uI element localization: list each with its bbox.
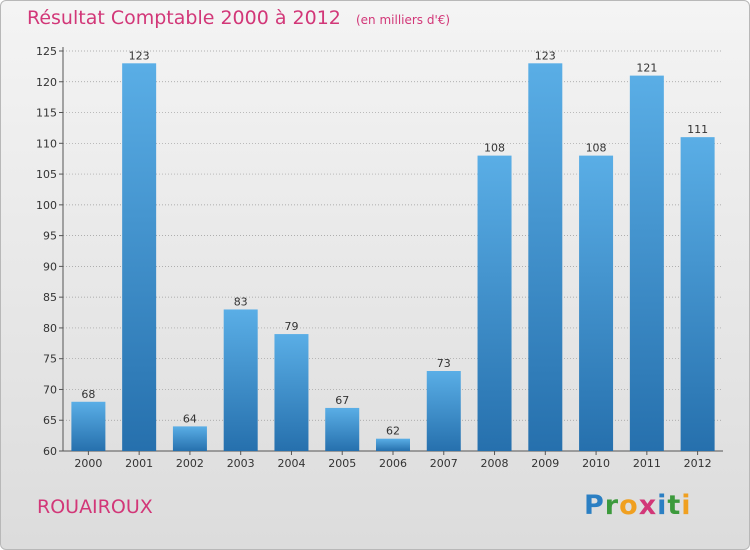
data-label: 68 (81, 388, 95, 401)
x-tick-label: 2001 (125, 457, 153, 470)
proxiti-logo[interactable]: Proxiti (584, 490, 692, 521)
logo-letter: t (667, 490, 682, 521)
bar (223, 309, 258, 451)
x-tick-label: 2006 (379, 457, 407, 470)
title-line: Résultat Comptable 2000 à 2012 (en milli… (27, 7, 450, 29)
data-label: 67 (335, 394, 349, 407)
bar (172, 426, 207, 451)
bar (376, 438, 410, 451)
axes (59, 47, 723, 455)
data-label: 62 (386, 425, 400, 438)
bar (122, 63, 157, 452)
x-tick-label: 2010 (582, 457, 610, 470)
bars (71, 63, 715, 452)
x-tick-label: 2009 (531, 457, 559, 470)
data-label: 108 (484, 142, 505, 155)
data-label: 64 (183, 412, 197, 425)
data-label: 79 (284, 320, 298, 333)
logo-letter: x (638, 490, 658, 521)
x-tick-label: 2007 (430, 457, 458, 470)
chart-subtitle: (en milliers d'€) (355, 13, 451, 27)
x-tick-label: 2008 (481, 457, 509, 470)
logo-letter: i (657, 490, 668, 521)
x-tick-label: 2000 (74, 457, 102, 470)
y-tick-label: 120 (36, 76, 57, 89)
bar (71, 401, 106, 451)
x-tick-label: 2003 (227, 457, 255, 470)
logo-letter: o (619, 490, 639, 521)
bar (477, 155, 512, 451)
y-tick-label: 105 (36, 168, 57, 181)
grid-lines (63, 50, 723, 421)
y-tick-label: 60 (43, 445, 57, 458)
y-tick-label: 65 (43, 414, 57, 427)
logo-letter: P (584, 490, 605, 521)
y-tick-label: 70 (43, 383, 57, 396)
x-tick-label: 2012 (684, 457, 712, 470)
x-tick-label: 2011 (633, 457, 661, 470)
labels: 60 65 70 75 80 85 90 95 100 105 110 115 120 125 2000 68… (36, 45, 712, 470)
data-label: 123 (535, 49, 556, 62)
y-tick-label: 95 (43, 230, 57, 243)
bar (680, 137, 715, 451)
data-label: 83 (234, 295, 248, 308)
data-label: 123 (129, 49, 150, 62)
logo-letter: i (681, 490, 692, 521)
y-tick-label: 80 (43, 322, 57, 335)
data-label: 111 (687, 123, 708, 136)
bar (325, 407, 360, 451)
y-tick-label: 75 (43, 353, 57, 366)
x-tick-label: 2005 (328, 457, 356, 470)
data-label: 121 (636, 62, 657, 75)
bar (274, 334, 309, 451)
y-tick-label: 100 (36, 199, 57, 212)
bar (426, 371, 461, 451)
commune-name: ROUAIROUX (37, 496, 153, 518)
bar (579, 155, 614, 451)
chart-title: Résultat Comptable 2000 à 2012 (27, 7, 341, 29)
y-tick-label: 85 (43, 291, 57, 304)
data-label: 108 (586, 142, 607, 155)
bar (528, 63, 563, 452)
x-tick-label: 2004 (277, 457, 305, 470)
data-label: 73 (437, 357, 451, 370)
y-tick-label: 125 (36, 45, 57, 58)
x-tick-label: 2002 (176, 457, 204, 470)
bar (629, 75, 664, 451)
logo-letter: r (604, 490, 620, 521)
y-tick-label: 115 (36, 107, 57, 120)
y-tick-label: 110 (36, 137, 57, 150)
y-tick-label: 90 (43, 260, 57, 273)
